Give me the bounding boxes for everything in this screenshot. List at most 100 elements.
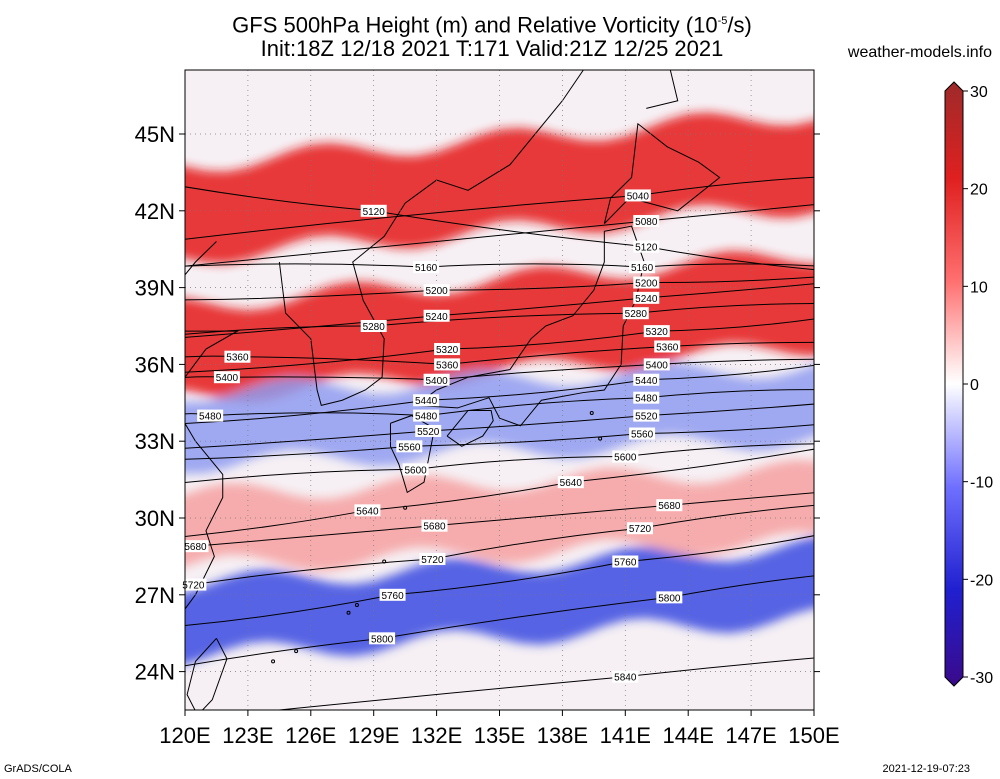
sakhalin-coast [646, 70, 679, 109]
contour-label: 5120 [635, 243, 658, 254]
footer-left: GrADS/COLA [4, 763, 72, 775]
contour-label-box [633, 291, 660, 304]
contour-5240 [185, 283, 814, 338]
chart-subtitle: Init:18Z 12/18 2021 T:171 Valid:21Z 12/2… [260, 36, 724, 61]
title-unit: /s) [727, 12, 752, 38]
contour-label-box [369, 632, 396, 645]
lon-tick-label: 135E [474, 723, 525, 748]
contour-label-box [633, 215, 660, 228]
contour-label-box [213, 371, 240, 384]
vorticity-band [185, 536, 814, 665]
island [354, 603, 359, 608]
contour-label: 5160 [415, 263, 438, 274]
contour-label: 5200 [425, 286, 448, 297]
lon-tick-label: 138E [537, 723, 588, 748]
title-text: GFS 500hPa Height (m) and Relative Vorti… [232, 12, 718, 38]
contour-label: 5280 [363, 322, 386, 333]
contour-5360 [185, 341, 814, 365]
lat-tick-label: 24N [135, 660, 175, 685]
contour-label: 5360 [436, 360, 459, 371]
contour-5160 [185, 263, 814, 268]
contour-label: 5600 [405, 465, 428, 476]
contour-label-box [656, 591, 683, 604]
contour-label-box [622, 307, 649, 320]
contour-label-box [643, 325, 670, 338]
island [294, 649, 299, 654]
contour-label: 5720 [421, 555, 444, 566]
island [403, 505, 408, 510]
china-coast [185, 241, 240, 610]
lon-tick-label: 123E [222, 723, 273, 748]
colorbar-label: -20 [970, 572, 993, 589]
contour-label-box [419, 552, 446, 565]
contour-label-box [413, 409, 440, 422]
contour-5480 [185, 389, 814, 417]
contour-label: 5680 [658, 501, 681, 512]
contour-label-box [633, 276, 660, 289]
contour-label: 5480 [199, 412, 222, 423]
graticule [185, 70, 814, 710]
lat-tick-label: 42N [135, 199, 175, 224]
vorticity-band [185, 362, 814, 474]
contour-label-box [612, 670, 639, 683]
island [589, 411, 594, 416]
field-bands [185, 112, 814, 665]
contour-label-box [629, 261, 656, 274]
contour-5120 [185, 186, 814, 271]
contour-label-box [656, 499, 683, 512]
contour-label-box [626, 522, 653, 535]
contour-label-box [612, 450, 639, 463]
colorbar-label: 30 [970, 84, 988, 101]
contour-label: 5400 [425, 376, 448, 387]
colorbar-label: 10 [970, 279, 988, 296]
contour-label: 5280 [625, 309, 648, 320]
contour-label: 5320 [436, 345, 459, 356]
contour-label: 5400 [216, 373, 239, 384]
colorbar-label: 20 [970, 182, 988, 199]
island [271, 659, 276, 664]
contour-5200 [185, 276, 814, 301]
lon-tick-label: 147E [725, 723, 776, 748]
contour-label: 5800 [658, 593, 681, 604]
shikoku-coast [446, 409, 494, 447]
lon-tick-label: 120E [159, 723, 210, 748]
height-contours [185, 176, 814, 710]
contour-label: 5160 [631, 263, 654, 274]
contour-label: 5360 [226, 353, 249, 364]
lat-tick-label: 30N [135, 506, 175, 531]
contour-label-box [415, 424, 442, 437]
contour-label-box [197, 409, 224, 422]
lat-tick-label: 36N [135, 352, 175, 377]
lon-tick-label: 144E [663, 723, 714, 748]
island [382, 559, 387, 564]
contour-5600 [185, 443, 814, 483]
contour-label: 5560 [398, 442, 421, 453]
site-credit: weather-models.info [847, 44, 992, 61]
vorticity-field [185, 70, 814, 710]
contour-label-box [180, 578, 207, 591]
contour-label: 5720 [629, 524, 652, 535]
lon-tick-label: 150E [788, 723, 839, 748]
vorticity-band [185, 112, 814, 264]
contour-5440 [185, 364, 814, 425]
contour-5800 [185, 575, 814, 667]
contour-5400 [185, 358, 814, 381]
contour-label-box [643, 358, 670, 371]
honshu-coast [415, 225, 645, 427]
contour-label-box [402, 463, 429, 476]
contour-label: 5680 [184, 542, 207, 553]
contour-label: 5840 [614, 673, 637, 684]
contour-5680 [185, 492, 814, 548]
title-exponent: -5 [717, 15, 728, 27]
contour-label: 5760 [381, 591, 404, 602]
contour-label: 5240 [425, 312, 448, 323]
contour-label: 5640 [560, 478, 583, 489]
contour-label: 5440 [415, 396, 438, 407]
contour-label: 5440 [635, 376, 658, 387]
contour-label: 5600 [614, 453, 637, 464]
contour-label-box [396, 440, 423, 453]
contour-label: 5120 [363, 207, 386, 218]
contour-5840 [274, 657, 814, 710]
chart-title: GFS 500hPa Height (m) and Relative Vorti… [0, 8, 992, 38]
